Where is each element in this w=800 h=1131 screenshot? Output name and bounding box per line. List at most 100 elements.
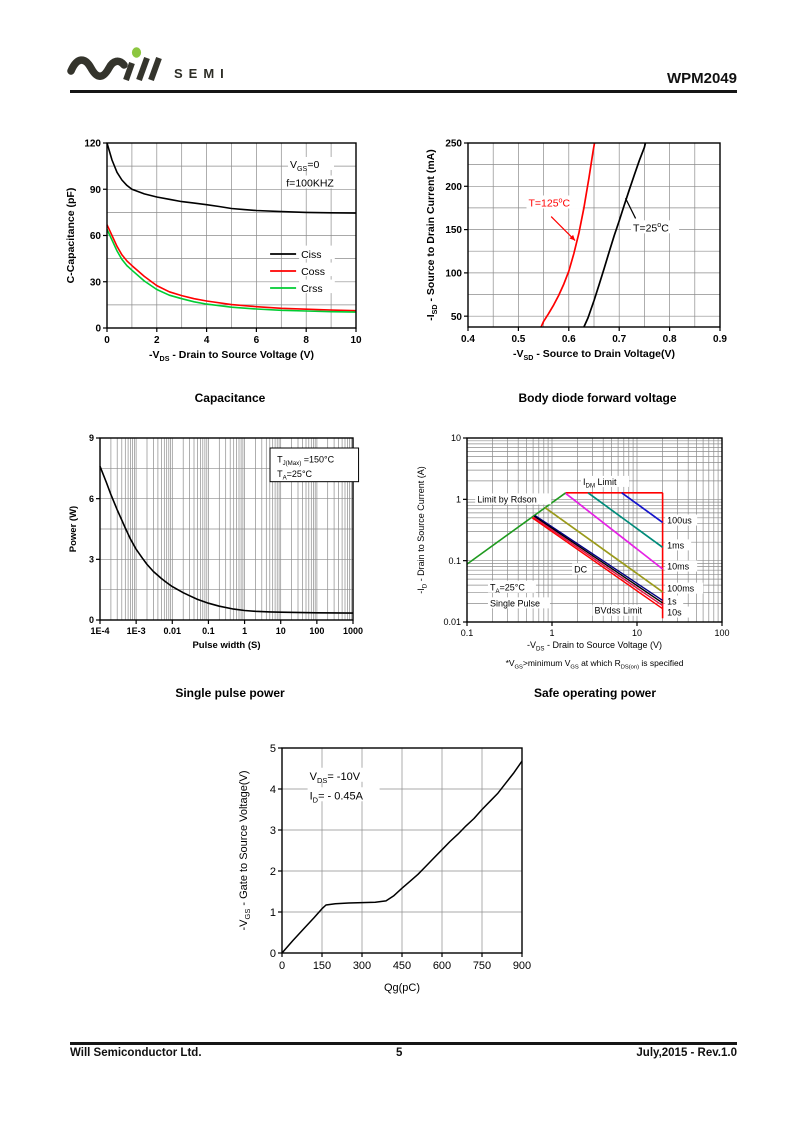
svg-text:6: 6 <box>254 335 260 346</box>
svg-text:450: 450 <box>393 960 411 972</box>
svg-text:100: 100 <box>445 268 462 279</box>
logo-mark-icon <box>67 47 162 82</box>
header-rule <box>70 90 737 93</box>
svg-text:100: 100 <box>309 626 324 636</box>
svg-text:VGS=0: VGS=0 <box>290 159 319 173</box>
svg-text:Single Pulse: Single Pulse <box>490 598 540 608</box>
svg-text:0: 0 <box>95 324 101 335</box>
svg-text:250: 250 <box>445 139 462 150</box>
svg-text:8: 8 <box>303 335 309 346</box>
svg-text:0.6: 0.6 <box>562 334 576 345</box>
brand-text: SEMI <box>174 66 230 81</box>
svg-text:TA=25°C: TA=25°C <box>490 583 525 596</box>
footer-rule <box>70 1042 737 1045</box>
will-semi-logo <box>66 44 176 97</box>
svg-text:10: 10 <box>451 433 461 443</box>
svg-text:2: 2 <box>154 335 160 346</box>
caption-body-diode: Body diode forward voltage <box>518 391 677 405</box>
svg-text:600: 600 <box>433 960 451 972</box>
svg-text:Pulse width (S): Pulse width (S) <box>192 640 260 651</box>
svg-text:0.7: 0.7 <box>612 334 626 345</box>
svg-text:IDM Limit: IDM Limit <box>583 477 617 490</box>
svg-text:2: 2 <box>270 866 276 878</box>
svg-text:-VSD - Source to Drain Voltage: -VSD - Source to Drain Voltage(V) <box>513 348 675 362</box>
body-diode-chart: 0.4 0.5 0.6 0.7 0.8 0.9 50 100 150 200 250 -VSD - S… <box>420 128 755 380</box>
svg-text:1: 1 <box>270 907 276 919</box>
svg-text:4: 4 <box>270 784 276 796</box>
svg-text:-ISD - Source to Drain Current: -ISD - Source to Drain Current (mA) <box>425 149 439 321</box>
svg-text:150: 150 <box>445 225 462 236</box>
svg-text:1: 1 <box>242 626 247 636</box>
svg-text:Power (W): Power (W) <box>68 506 79 552</box>
svg-text:ID= - 0.45A: ID= - 0.45A <box>310 790 364 804</box>
svg-text:10: 10 <box>276 626 286 636</box>
svg-text:0.1: 0.1 <box>461 628 474 638</box>
svg-text:100: 100 <box>714 628 729 638</box>
svg-text:300: 300 <box>353 960 371 972</box>
svg-text:BVdss Limit: BVdss Limit <box>595 606 643 616</box>
svg-text:Ciss: Ciss <box>301 249 321 261</box>
svg-text:C-Capacitance (pF): C-Capacitance (pF) <box>65 188 77 284</box>
svg-text:1s: 1s <box>667 597 677 607</box>
svg-text:0.5: 0.5 <box>511 334 525 345</box>
svg-text:TA=25°C: TA=25°C <box>277 469 312 482</box>
svg-text:1ms: 1ms <box>667 540 685 550</box>
svg-text:-VGS - Gate to Source Voltage(: -VGS - Gate to Source Voltage(V) <box>238 771 252 931</box>
svg-text:60: 60 <box>90 231 102 242</box>
svg-text:10s: 10s <box>667 608 682 618</box>
svg-text:T=125oC: T=125oC <box>528 196 570 209</box>
svg-text:-VDS - Drain to Source Voltage: -VDS - Drain to Source Voltage (V) <box>149 349 314 363</box>
svg-text:0.1: 0.1 <box>448 556 461 566</box>
svg-text:0.9: 0.9 <box>713 334 727 345</box>
svg-text:*VGS>minimum VGS at which RDS(: *VGS>minimum VGS at which RDS(on) is spe… <box>506 658 684 670</box>
svg-text:Coss: Coss <box>301 266 325 278</box>
svg-text:900: 900 <box>513 960 531 972</box>
svg-text:200: 200 <box>445 182 462 193</box>
capacitance-chart: 0 2 4 6 8 10 0 30 60 90 120 -VDS - Drain to Source … <box>60 128 390 380</box>
svg-text:Crss: Crss <box>301 283 323 295</box>
svg-text:1000: 1000 <box>343 626 363 636</box>
svg-text:750: 750 <box>473 960 491 972</box>
svg-text:90: 90 <box>90 185 102 196</box>
caption-safe-operating-power: Safe operating power <box>533 686 657 700</box>
caption-single-pulse-power: Single pulse power <box>175 686 285 700</box>
svg-text:0.1: 0.1 <box>202 626 215 636</box>
svg-text:f=100KHZ: f=100KHZ <box>286 177 334 189</box>
svg-text:150: 150 <box>313 960 331 972</box>
svg-text:6: 6 <box>89 494 94 504</box>
svg-text:VDS= -10V: VDS= -10V <box>310 771 361 785</box>
svg-text:-ID - Drain to Source Current: -ID - Drain to Source Current (A) <box>416 466 429 593</box>
svg-text:5: 5 <box>270 743 276 755</box>
svg-text:0.01: 0.01 <box>164 626 182 636</box>
svg-text:100us: 100us <box>667 516 692 526</box>
safe-operating-area-chart: 0.1 1 10 100 0.01 0.1 1 10 -VDS - Drain to Sourc… <box>408 423 760 691</box>
svg-text:0: 0 <box>270 948 276 960</box>
svg-text:10ms: 10ms <box>667 562 690 572</box>
svg-text:3: 3 <box>270 825 276 837</box>
svg-text:50: 50 <box>451 312 463 323</box>
svg-text:10: 10 <box>350 335 362 346</box>
svg-text:30: 30 <box>90 277 102 288</box>
svg-text:0.4: 0.4 <box>461 334 475 345</box>
svg-text:3: 3 <box>89 555 94 565</box>
svg-text:-VDS - Drain to Source Voltage: -VDS - Drain to Source Voltage (V) <box>527 640 662 653</box>
footer-company: Will Semiconductor Ltd. <box>70 1047 202 1059</box>
svg-text:Qg(pC): Qg(pC) <box>384 982 420 994</box>
svg-text:0: 0 <box>104 335 110 346</box>
caption-capacitance: Capacitance <box>194 391 266 405</box>
svg-text:TJ(Max) =150°C: TJ(Max) =150°C <box>277 455 335 468</box>
svg-text:100ms: 100ms <box>667 584 695 594</box>
svg-text:1: 1 <box>549 628 554 638</box>
svg-text:0.01: 0.01 <box>443 617 461 627</box>
footer-page-number: 5 <box>396 1047 403 1059</box>
svg-text:1E-3: 1E-3 <box>127 626 146 636</box>
svg-text:DC: DC <box>574 564 587 574</box>
svg-text:Limit by Rdson: Limit by Rdson <box>477 494 537 504</box>
svg-text:0: 0 <box>279 960 285 972</box>
svg-text:1: 1 <box>456 495 461 505</box>
svg-text:1E-4: 1E-4 <box>90 626 109 636</box>
footer-revision: July,2015 - Rev.1.0 <box>636 1047 737 1059</box>
svg-text:9: 9 <box>89 433 94 443</box>
svg-text:0: 0 <box>89 615 94 625</box>
